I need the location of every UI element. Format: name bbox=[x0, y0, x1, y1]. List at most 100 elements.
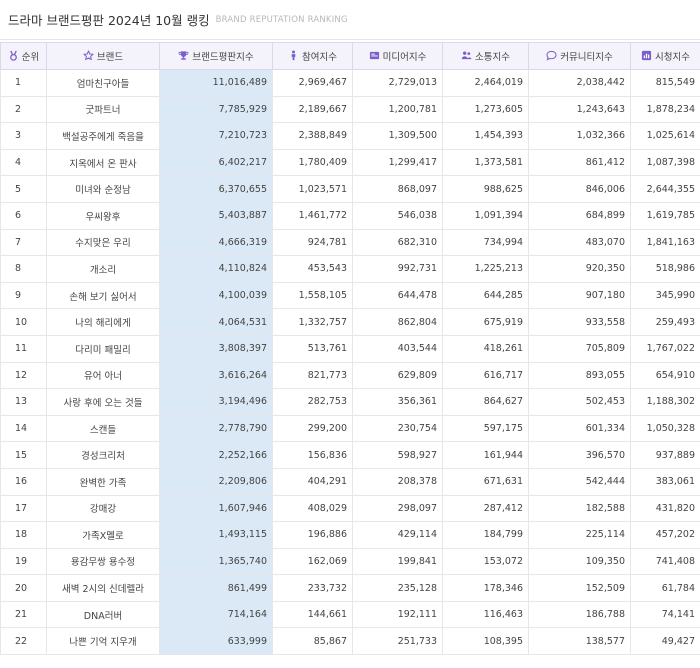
cell-media: 2,729,013 bbox=[352, 69, 443, 97]
cell-community: 396,570 bbox=[528, 441, 631, 469]
cell-participation: 1,780,409 bbox=[272, 148, 353, 177]
cell-participation: 408,029 bbox=[272, 494, 353, 523]
cell-brand: 굿파트너 bbox=[46, 95, 160, 124]
column-header-participation[interactable]: 참여지수 bbox=[272, 42, 353, 70]
cell-brand: 지옥에서 온 판사 bbox=[46, 148, 160, 177]
cell-community: 933,558 bbox=[528, 308, 631, 336]
cell-viewing: 61,784 bbox=[630, 574, 700, 602]
cell-viewing: 1,767,022 bbox=[630, 334, 700, 363]
cell-communication: 1,454,393 bbox=[442, 122, 529, 150]
cell-communication: 2,464,019 bbox=[442, 69, 529, 97]
cell-total: 861,499 bbox=[159, 574, 273, 602]
chart-icon bbox=[641, 50, 652, 61]
column-header-label: 시청지수 bbox=[655, 52, 690, 63]
cell-participation: 144,661 bbox=[272, 600, 353, 629]
cell-communication: 597,175 bbox=[442, 414, 529, 443]
cell-brand: 강매강 bbox=[46, 494, 160, 523]
cell-viewing: 1,025,614 bbox=[630, 122, 700, 150]
column-header-viewing[interactable]: 시청지수 bbox=[630, 42, 700, 70]
cell-brand: 완벽한 가족 bbox=[46, 467, 160, 496]
cell-communication: 116,463 bbox=[442, 600, 529, 629]
cell-rank: 12 bbox=[0, 361, 47, 390]
table-row: 21 DNA러버 714,164 144,661 192,111 116,463 186,7… bbox=[0, 600, 700, 629]
cell-communication: 644,285 bbox=[442, 281, 529, 310]
cell-media: 629,809 bbox=[352, 361, 443, 390]
cell-viewing: 345,990 bbox=[630, 281, 700, 310]
page-title: 드라마 브랜드평판 2024년 10월 랭킹 bbox=[8, 13, 210, 28]
column-header-community[interactable]: 커뮤니티지수 bbox=[528, 42, 631, 70]
cell-participation: 1,023,571 bbox=[272, 175, 353, 203]
cell-total: 714,164 bbox=[159, 600, 273, 629]
cell-total: 3,808,397 bbox=[159, 334, 273, 363]
page-subtitle: BRAND REPUTATION RANKING bbox=[215, 14, 348, 25]
cell-total: 4,110,824 bbox=[159, 255, 273, 283]
column-header-label: 브랜드 bbox=[96, 52, 124, 63]
table-row: 16 완벽한 가족 2,209,806 404,291 208,378 671,631 54… bbox=[0, 467, 700, 496]
cell-rank: 2 bbox=[0, 95, 47, 124]
table-row: 8 개소리 4,110,824 453,543 992,731 1,225,213 920,… bbox=[0, 255, 700, 283]
cell-community: 601,334 bbox=[528, 414, 631, 443]
cell-viewing: 1,188,302 bbox=[630, 388, 700, 416]
table-row: 4 지옥에서 온 판사 6,402,217 1,780,409 1,299,417 1,3… bbox=[0, 148, 700, 177]
cell-community: 225,114 bbox=[528, 521, 631, 549]
cell-media: 546,038 bbox=[352, 201, 443, 230]
cell-total: 6,402,217 bbox=[159, 148, 273, 177]
cell-participation: 196,886 bbox=[272, 521, 353, 549]
cell-participation: 924,781 bbox=[272, 228, 353, 257]
cell-rank: 11 bbox=[0, 334, 47, 363]
table-row: 1 엄마친구아들 11,016,489 2,969,467 2,729,013 2,464… bbox=[0, 69, 700, 97]
cell-viewing: 1,050,328 bbox=[630, 414, 700, 443]
cell-participation: 2,388,849 bbox=[272, 122, 353, 150]
cell-communication: 988,625 bbox=[442, 175, 529, 203]
cell-brand: 유어 아너 bbox=[46, 361, 160, 390]
star-icon bbox=[83, 49, 94, 61]
column-header-media[interactable]: 미디어지수 bbox=[352, 42, 443, 70]
cell-communication: 864,627 bbox=[442, 388, 529, 416]
column-header-rank[interactable]: 순위 bbox=[0, 42, 47, 70]
cell-rank: 3 bbox=[0, 122, 47, 150]
cell-brand: 새벽 2시의 신데렐라 bbox=[46, 574, 160, 602]
column-header-total[interactable]: 브랜드평판지수 bbox=[159, 42, 273, 70]
cell-total: 7,210,723 bbox=[159, 122, 273, 150]
cell-total: 2,778,790 bbox=[159, 414, 273, 443]
ranking-table: 순위 브랜드 브랜드평판지수 참여지수 미디어지수 소통지수 커뮤니티지수 시청지수 1 엄마친… bbox=[0, 42, 700, 656]
cell-rank: 19 bbox=[0, 547, 47, 576]
cell-community: 483,070 bbox=[528, 228, 631, 257]
cell-media: 208,378 bbox=[352, 467, 443, 496]
cell-participation: 233,732 bbox=[272, 574, 353, 602]
cell-participation: 2,189,667 bbox=[272, 95, 353, 124]
cell-brand: 개소리 bbox=[46, 255, 160, 283]
cell-media: 1,299,417 bbox=[352, 148, 443, 177]
cell-viewing: 74,141 bbox=[630, 600, 700, 629]
cell-brand: 손해 보기 싫어서 bbox=[46, 281, 160, 310]
speech-bubble-icon bbox=[546, 50, 557, 61]
column-header-brand[interactable]: 브랜드 bbox=[46, 42, 160, 70]
cell-total: 4,100,039 bbox=[159, 281, 273, 310]
table-row: 3 백설공주에게 죽음을 7,210,723 2,388,849 1,309,500 1,… bbox=[0, 122, 700, 150]
table-row: 10 나의 해리에게 4,064,531 1,332,757 862,804 675,91… bbox=[0, 308, 700, 336]
trophy-icon bbox=[178, 50, 189, 61]
cell-media: 868,097 bbox=[352, 175, 443, 203]
cell-community: 542,444 bbox=[528, 467, 631, 496]
table-row: 19 용감무쌍 용수정 1,365,740 162,069 199,841 153,072… bbox=[0, 547, 700, 576]
table-row: 13 사랑 후에 오는 것들 3,194,496 282,753 356,361 864,… bbox=[0, 388, 700, 416]
table-row: 17 강매강 1,607,946 408,029 298,097 287,412 182,5… bbox=[0, 494, 700, 523]
cell-rank: 14 bbox=[0, 414, 47, 443]
cell-communication: 108,395 bbox=[442, 627, 529, 656]
cell-brand: 나쁜 기억 지우개 bbox=[46, 627, 160, 656]
cell-communication: 161,944 bbox=[442, 441, 529, 469]
cell-participation: 2,969,467 bbox=[272, 69, 353, 97]
cell-brand: 다리미 패밀리 bbox=[46, 334, 160, 363]
column-header-label: 미디어지수 bbox=[382, 52, 427, 63]
cell-viewing: 259,493 bbox=[630, 308, 700, 336]
cell-rank: 18 bbox=[0, 521, 47, 549]
cell-media: 862,804 bbox=[352, 308, 443, 336]
column-header-label: 참여지수 bbox=[302, 52, 337, 63]
table-row: 7 수지맞은 우리 4,666,319 924,781 682,310 734,994 48… bbox=[0, 228, 700, 257]
column-header-communication[interactable]: 소통지수 bbox=[442, 42, 529, 70]
cell-participation: 513,761 bbox=[272, 334, 353, 363]
cell-participation: 1,332,757 bbox=[272, 308, 353, 336]
table-row: 5 미녀와 순정남 6,370,655 1,023,571 868,097 988,625… bbox=[0, 175, 700, 203]
cell-rank: 20 bbox=[0, 574, 47, 602]
cell-rank: 15 bbox=[0, 441, 47, 469]
